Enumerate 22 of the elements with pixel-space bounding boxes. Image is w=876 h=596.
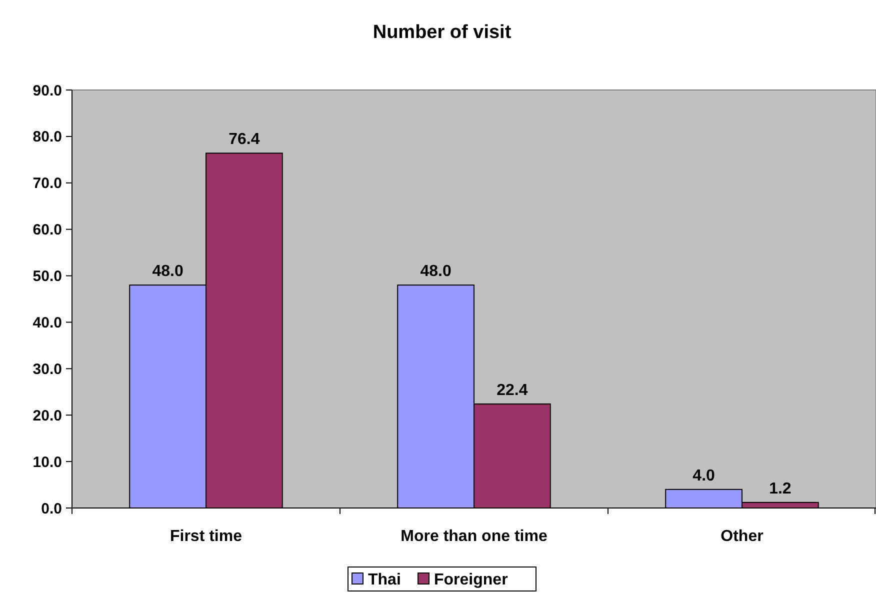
y-tick-label: 40.0	[32, 314, 62, 332]
x-tick-label: More than one time	[400, 528, 548, 545]
chart-title: Number of visit	[372, 22, 512, 43]
legend-label: Foreigner	[434, 572, 508, 589]
data-label: 4.0	[692, 467, 716, 484]
data-label: 1.2	[769, 480, 792, 498]
y-tick-label: 70.0	[32, 175, 62, 192]
y-tick-label: 90.0	[32, 82, 62, 100]
y-tick-label: 20.0	[32, 407, 62, 424]
y-tick-label: 30.0	[32, 360, 62, 378]
y-tick-label: 10.0	[32, 454, 62, 471]
y-tick-label: 60.0	[32, 222, 62, 239]
data-label: 22.4	[496, 382, 528, 399]
y-tick-label: 80.0	[32, 128, 62, 146]
x-tick-label: First time	[170, 528, 242, 545]
data-label: 76.4	[228, 131, 260, 148]
legend-label: Thai	[368, 572, 401, 589]
y-tick-label: 0.0	[41, 500, 62, 518]
x-tick-label: Other	[720, 528, 764, 545]
data-label: 48.0	[420, 263, 452, 280]
y-tick-label: 50.0	[32, 268, 62, 286]
data-label: 48.0	[152, 263, 184, 280]
